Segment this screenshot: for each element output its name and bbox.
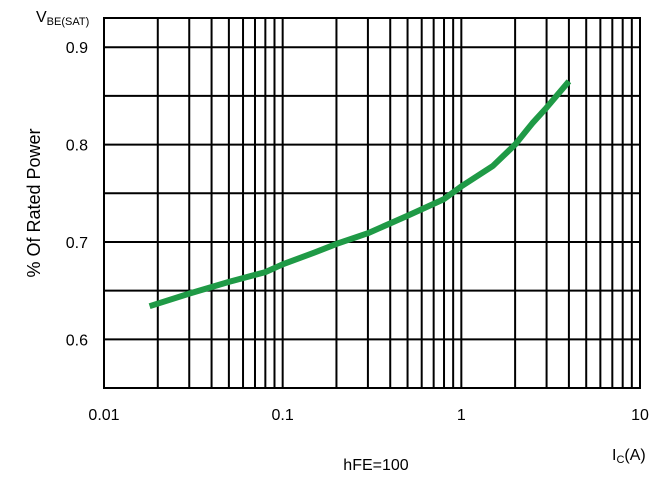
tick-labels: 0.01 0.1 1 10 0.6 0.7 0.8 0.9 <box>66 40 649 424</box>
x-tick-label: 10 <box>631 407 649 424</box>
x-tick-label: 0.01 <box>88 407 119 424</box>
series-layer <box>148 79 572 310</box>
x-axis-label-suffix: (A) <box>624 447 645 464</box>
x-axis-label: IC(A) <box>612 447 646 466</box>
x-axis-label-main: I <box>612 447 616 464</box>
y-corner-label-main: V <box>36 9 47 26</box>
x-tick-label: 0.1 <box>272 407 294 424</box>
grid <box>103 18 640 388</box>
y-axis-label: % Of Rated Power <box>24 128 44 277</box>
y-tick-label: 0.7 <box>66 235 88 252</box>
y-tick-label: 0.8 <box>66 138 88 155</box>
y-tick-label: 0.9 <box>66 40 88 57</box>
x-tick-label: 1 <box>457 407 466 424</box>
y-corner-label-sub: BE(SAT) <box>47 16 90 28</box>
y-tick-label: 0.6 <box>66 332 88 349</box>
chart-note: hFE=100 <box>343 457 408 474</box>
y-corner-label: VBE(SAT) <box>36 9 89 28</box>
plot-frame <box>103 17 641 389</box>
series-line <box>148 79 572 310</box>
x-axis-label-sub: C <box>616 454 624 466</box>
